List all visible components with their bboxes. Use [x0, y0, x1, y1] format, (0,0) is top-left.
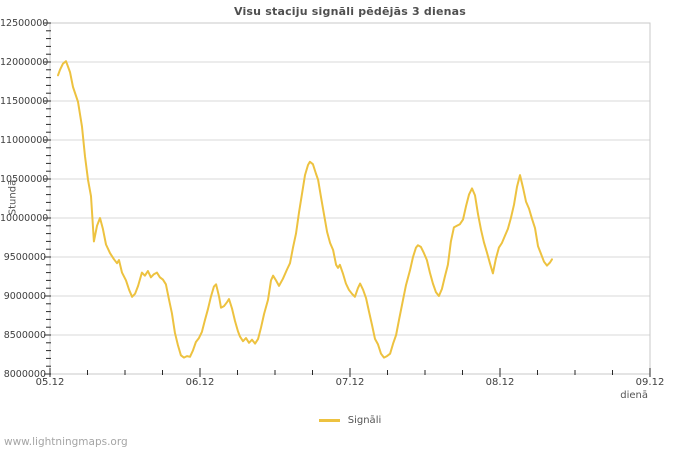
x-tick-label: 07.12	[335, 377, 365, 388]
y-tick-label: 9500000	[3, 251, 46, 263]
legend-line-swatch	[318, 418, 340, 422]
y-tick-label: 11000000	[0, 134, 49, 146]
series-line-signāli	[57, 60, 553, 359]
x-tick-label: 05.12	[35, 377, 65, 388]
watermark-url: www.lightningmaps.org	[4, 436, 128, 448]
y-tick-label: 9000000	[3, 290, 46, 302]
y-tick-label: 8500000	[3, 329, 46, 341]
x-tick-label: 08.12	[485, 377, 515, 388]
y-tick-label: 11500000	[0, 95, 49, 107]
legend-series-label: Signāli	[347, 414, 382, 426]
y-tick-label: 10500000	[0, 173, 49, 185]
chart-title: Visu staciju signāli pēdējās 3 dienas	[233, 5, 467, 18]
chart-legend: Signāli	[0, 413, 700, 427]
y-tick-label: 8000000	[3, 368, 46, 380]
plot-frame	[49, 22, 651, 375]
y-axis-title: Stundā	[7, 179, 19, 216]
x-axis-title: dienā	[620, 390, 648, 401]
x-tick-label: 06.12	[185, 377, 215, 388]
x-tick-label: 09.12	[635, 377, 665, 388]
y-tick-label: 10000000	[0, 212, 49, 224]
y-tick-label: 12000000	[0, 56, 49, 68]
y-tick-label: 12500000	[0, 17, 49, 29]
